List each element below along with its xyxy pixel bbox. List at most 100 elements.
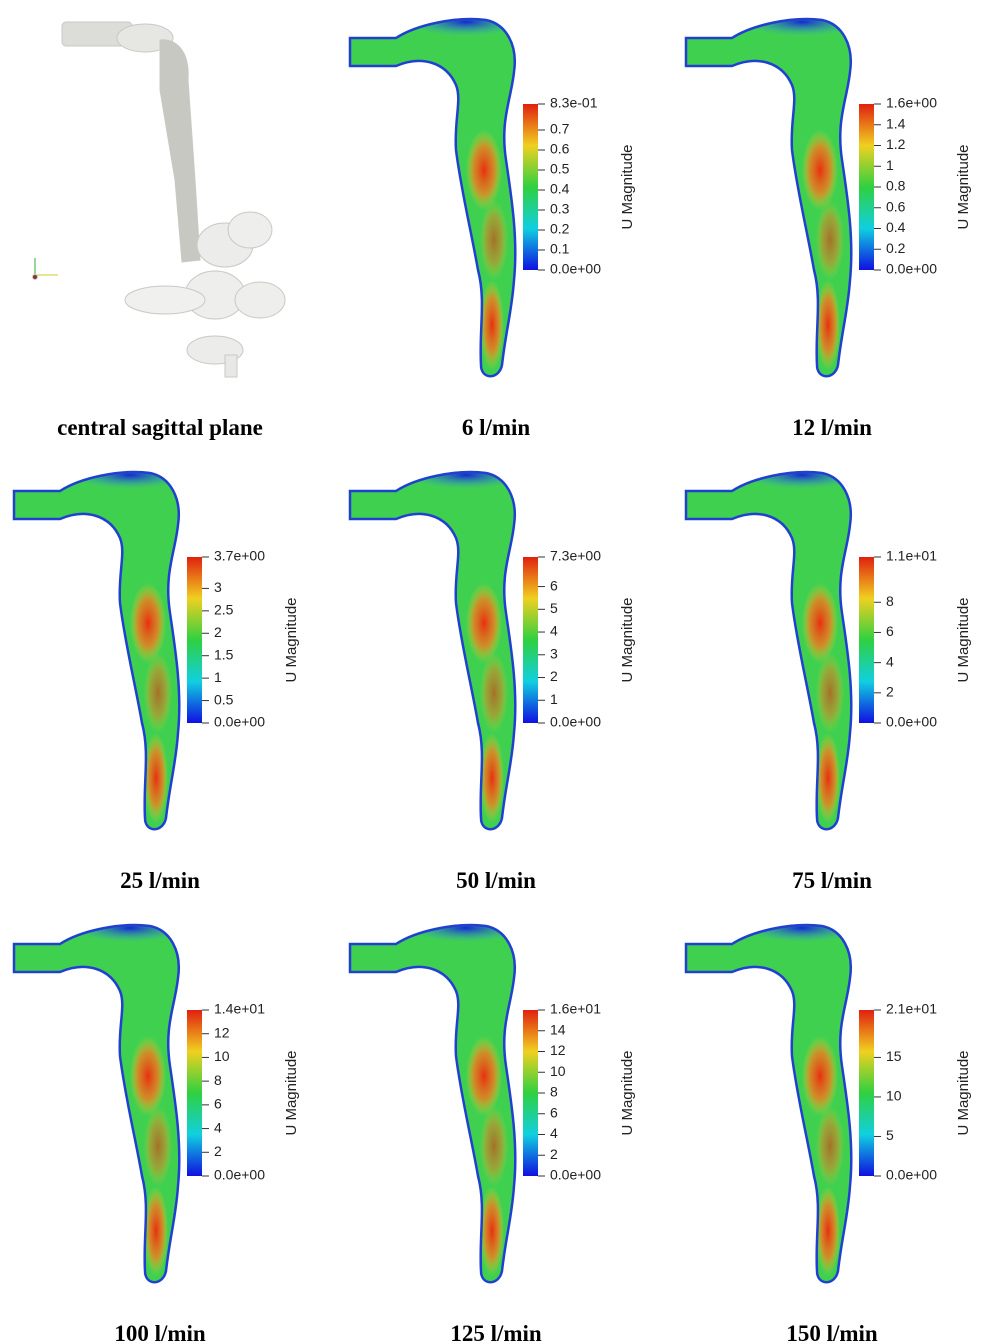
colorbar-tick-label: 2	[550, 668, 558, 684]
colorbar-tick-label: 8	[214, 1072, 222, 1088]
colorbar-tick-label: 6	[550, 1104, 558, 1120]
colorbar-tick-label: 8	[886, 593, 894, 609]
colorbar-tick-label: 8.3e-01	[550, 95, 598, 111]
high-region	[144, 1106, 172, 1186]
colorbar-tick-label: 0.0e+00	[550, 1167, 601, 1183]
colorbar-title: U Magnitude	[955, 144, 972, 229]
flow-field	[686, 461, 862, 829]
colorbar-tick-label: 2	[214, 624, 222, 640]
colorbar-tick-label: 0.0e+00	[550, 714, 601, 730]
colorbar-tick-label: 6	[550, 577, 558, 593]
figure: central sagittal plane 6 l/min 0.0e+00 0.1 0…	[0, 0, 984, 1344]
colorbar-tick-label: 10	[886, 1088, 902, 1104]
low-region	[70, 914, 190, 942]
high-region	[480, 1106, 508, 1186]
colorbar-title: U Magnitude	[619, 1050, 636, 1135]
low-region	[742, 8, 862, 36]
colorbar-tick-label: 1.2	[886, 136, 906, 152]
high-region	[144, 653, 172, 733]
colorbar-tick-label: 3	[550, 645, 558, 661]
panel-caption: 6 l/min	[462, 415, 531, 440]
panel-caption: 125 l/min	[450, 1321, 542, 1344]
high-region	[816, 653, 844, 733]
high-region	[816, 200, 844, 280]
panel-caption: 100 l/min	[114, 1321, 206, 1344]
high-region	[802, 130, 838, 210]
colorbar-tick-label: 2.5	[214, 602, 234, 618]
colorbar-tick-label: 0.0e+00	[886, 261, 937, 277]
high-region	[144, 733, 168, 823]
colorbar-tick-label: 4	[214, 1119, 222, 1135]
colorbar-tick-label: 1.4e+01	[214, 1001, 265, 1017]
colorbar-tick-label: 0.5	[550, 161, 570, 177]
colorbar-tick-label: 1.6e+01	[550, 1001, 601, 1017]
colorbar-tick-label: 0.0e+00	[214, 714, 265, 730]
colorbar-tick-label: 3.7e+00	[214, 548, 265, 564]
colorbar-tick-label: 0.7	[550, 121, 570, 137]
high-region	[480, 280, 504, 370]
colorbar-tick-label: 15	[886, 1048, 902, 1064]
colorbar-title: U Magnitude	[283, 1050, 300, 1135]
high-region	[466, 130, 502, 210]
low-region	[406, 461, 526, 489]
colorbar-tick-label: 1.6e+00	[886, 95, 937, 111]
flow-field	[14, 461, 190, 829]
colorbar-title: U Magnitude	[283, 597, 300, 682]
low-region	[406, 8, 526, 36]
colorbar	[859, 104, 874, 270]
colorbar-tick-label: 4	[550, 1125, 558, 1141]
panel-caption: 25 l/min	[120, 868, 200, 893]
low-region	[70, 461, 190, 489]
high-region	[816, 733, 840, 823]
colorbar-title: U Magnitude	[619, 144, 636, 229]
colorbar-tick-label: 2	[550, 1146, 558, 1162]
high-region	[802, 1036, 838, 1116]
colorbar-tick-label: 0.3	[550, 201, 570, 217]
colorbar-tick-label: 1.4	[886, 115, 906, 131]
geometry-3d	[33, 22, 286, 377]
panel-caption: central sagittal plane	[57, 415, 263, 440]
colorbar-tick-label: 0.4	[550, 181, 570, 197]
high-region	[816, 1106, 844, 1186]
colorbar-tick-label: 12	[550, 1042, 566, 1058]
high-region	[144, 1186, 168, 1276]
colorbar-tick-label: 2	[886, 684, 894, 700]
high-region	[480, 200, 508, 280]
colorbar-tick-label: 0.0e+00	[886, 714, 937, 730]
colorbar-tick-label: 0.1	[550, 241, 570, 257]
colorbar-tick-label: 7.3e+00	[550, 548, 601, 564]
colorbar	[523, 557, 538, 723]
colorbar-tick-label: 0.4	[886, 219, 906, 235]
flow-field	[350, 461, 526, 829]
panel-caption: 75 l/min	[792, 868, 872, 893]
colorbar-title: U Magnitude	[955, 1050, 972, 1135]
colorbar-tick-label: 2.1e+01	[886, 1001, 937, 1017]
colorbar-tick-label: 2	[214, 1143, 222, 1159]
high-region	[480, 653, 508, 733]
colorbar	[523, 104, 538, 270]
colorbar-tick-label: 8	[550, 1084, 558, 1100]
high-region	[816, 280, 840, 370]
low-region	[742, 461, 862, 489]
colorbar-tick-label: 1	[550, 691, 558, 707]
colorbar-tick-label: 14	[550, 1021, 566, 1037]
high-region	[802, 583, 838, 663]
flow-field	[350, 914, 526, 1282]
colorbar-tick-label: 0.2	[550, 221, 570, 237]
high-region	[816, 1186, 840, 1276]
colorbar-tick-label: 0.6	[550, 141, 570, 157]
high-region	[466, 583, 502, 663]
colorbar-tick-label: 1.5	[214, 646, 234, 662]
colorbar-tick-label: 0.8	[886, 178, 906, 194]
high-region	[480, 733, 504, 823]
panel-caption: 150 l/min	[786, 1321, 878, 1344]
colorbar-tick-label: 4	[886, 653, 894, 669]
flow-field	[14, 914, 190, 1282]
high-region	[130, 1036, 166, 1116]
colorbar-tick-label: 0.5	[214, 691, 234, 707]
colorbar-tick-label: 0.2	[886, 240, 906, 256]
low-region	[406, 914, 526, 942]
colorbar-tick-label: 12	[214, 1024, 230, 1040]
colorbar-tick-label: 0.0e+00	[550, 261, 601, 277]
panel-caption: 12 l/min	[792, 415, 872, 440]
